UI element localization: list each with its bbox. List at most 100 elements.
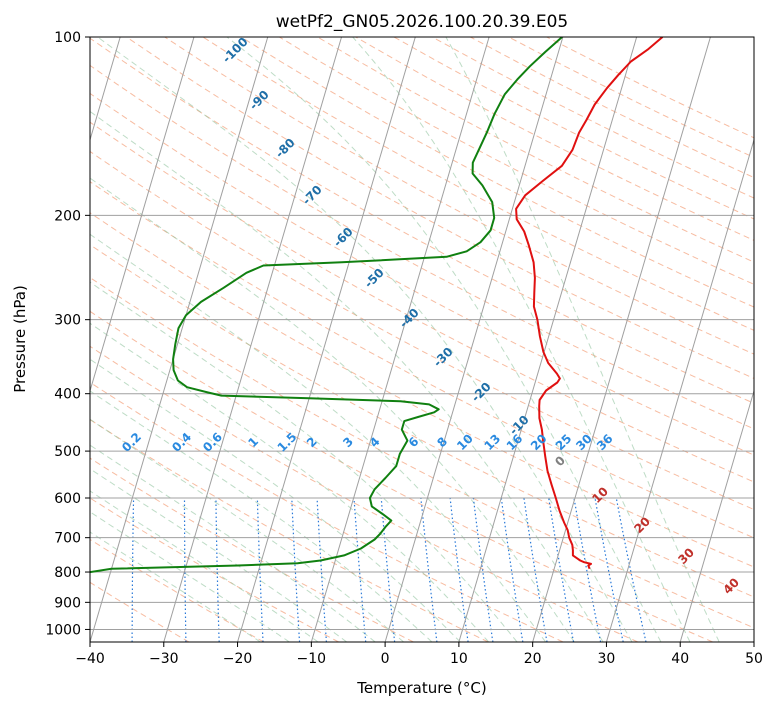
mixing-ratio-label: 4 <box>367 434 383 450</box>
dry-adiabat-line <box>393 37 754 220</box>
isotherm-line <box>679 389 754 642</box>
moist-adiabat-label: 20 <box>631 514 653 536</box>
dry-adiabat-line <box>240 37 754 308</box>
dry-adiabat-line <box>90 64 754 430</box>
x-tick-label: −30 <box>149 651 179 667</box>
dry-adiabat-line <box>90 150 754 511</box>
dry-adiabat-line <box>90 538 265 642</box>
y-tick-label: 700 <box>54 531 81 547</box>
dry-adiabat-label: -100 <box>220 35 251 66</box>
dry-adiabat-line <box>355 37 754 241</box>
mixing-ratio-label: 25 <box>553 431 575 453</box>
isotherm-line <box>458 37 638 642</box>
isotherm-line <box>753 640 754 642</box>
mixing-ratio-label: 30 <box>573 431 595 453</box>
mixing-ratio-line <box>420 497 438 642</box>
dry-adiabat-line <box>90 276 754 629</box>
moist-adiabat-label: 40 <box>720 575 742 597</box>
y-tick-label: 800 <box>54 565 81 581</box>
mixing-ratio-label: 6 <box>406 434 422 450</box>
dry-adiabat-line <box>90 457 414 642</box>
dry-adiabat-line <box>90 121 754 483</box>
dry-adiabat-label: -50 <box>362 266 387 291</box>
moist-adiabat-line <box>90 233 547 642</box>
moist-adiabat-line <box>90 358 461 642</box>
moist-adiabat-line <box>90 177 575 642</box>
dry-adiabat-line <box>90 581 190 642</box>
x-tick-label: −20 <box>223 651 253 667</box>
moist-adiabat-line <box>90 390 433 642</box>
dry-adiabat-label: -60 <box>331 225 356 250</box>
mixing-ratio-line <box>256 497 264 642</box>
dry-adiabat-line <box>90 345 639 642</box>
mixing-ratio-line <box>523 497 548 642</box>
moist-adiabat-line <box>90 110 604 642</box>
moist-adiabat-line <box>226 37 662 642</box>
dry-adiabat-line <box>90 244 754 598</box>
line-annotations: -100-90-80-70-60-50-40-30-20-100.2 0.4 0.6… <box>119 35 742 597</box>
mixing-ratio-label: 8 <box>434 434 450 450</box>
y-tick-label: 300 <box>54 313 81 329</box>
y-tick-label: 100 <box>54 30 81 46</box>
mixing-ratio-line <box>615 497 647 642</box>
x-tick-label: −40 <box>75 651 105 667</box>
dry-adiabat-label: -10 <box>507 413 532 438</box>
dry-adiabat-line <box>508 37 754 159</box>
isotherm-line <box>237 37 416 642</box>
mixing-ratio-label: 3 <box>340 434 356 450</box>
moist-adiabat-label: 10 <box>589 484 611 506</box>
dry-adiabat-line <box>90 310 713 642</box>
mixing-ratio-label: 20 <box>528 431 550 453</box>
y-tick-label: 600 <box>54 491 81 507</box>
dry-adiabat-line <box>90 37 754 404</box>
x-tick-label: 0 <box>381 651 390 667</box>
axes: −40 −30 −20 −10 0 10 20 30 40 50 100 200 300 400 500 60… <box>45 30 763 667</box>
x-tick-label: 50 <box>745 651 763 667</box>
y-tick-label: 200 <box>54 208 81 224</box>
isotherm-line <box>90 37 195 393</box>
dry-adiabat-line <box>90 418 489 642</box>
dry-adiabat-line <box>90 497 339 642</box>
moist-adiabat-line <box>97 37 633 642</box>
mixing-ratio-label: 13 <box>482 431 504 453</box>
mixing-ratio-line <box>380 497 396 642</box>
moist-adiabat-line <box>90 444 376 642</box>
dry-adiabat-label: -30 <box>431 345 456 370</box>
sounding-traces <box>90 37 664 574</box>
isotherm-line <box>90 37 121 142</box>
background-lines <box>82 37 754 642</box>
x-tick-label: 40 <box>671 651 689 667</box>
isotherm-line <box>532 37 711 642</box>
mixing-ratio-line <box>215 497 220 642</box>
isotherm-line <box>384 37 564 642</box>
x-tick-label: 20 <box>524 651 542 667</box>
y-tick-label: 500 <box>54 444 81 460</box>
dry-adiabat-line <box>470 37 754 179</box>
moist-adiabat-line <box>445 37 720 642</box>
y-tick-label: 400 <box>54 387 81 403</box>
isotherm-line <box>310 37 490 642</box>
x-tick-label: 10 <box>450 651 468 667</box>
isotherm-line <box>605 138 754 642</box>
x-tick-label: −10 <box>297 651 327 667</box>
dry-adiabat-line <box>90 92 754 456</box>
dry-adiabat-label: -40 <box>397 306 422 331</box>
x-tick-label: 30 <box>598 651 616 667</box>
dewpoint-trace <box>90 37 563 574</box>
mixing-ratio-line <box>594 497 624 642</box>
chart-title: wetPf2_GN05.2026.100.20.39.E05 <box>276 12 568 32</box>
dry-adiabat-line <box>90 181 754 539</box>
mixing-ratio-label: 1 <box>245 434 261 450</box>
temperature-trace <box>515 37 664 570</box>
mixing-ratio-label: 10 <box>454 431 476 453</box>
plot-frame <box>89 36 755 643</box>
mixing-ratio-line <box>500 497 524 642</box>
mixing-ratio-line <box>82 498 86 642</box>
y-tick-label: 1000 <box>45 622 81 638</box>
moist-adiabat-line <box>90 418 404 642</box>
dry-adiabat-label: -70 <box>300 183 325 208</box>
x-axis-label: Temperature (°C) <box>356 679 486 697</box>
dry-adiabat-label: -80 <box>273 136 298 161</box>
mixing-ratio-line <box>548 497 575 642</box>
